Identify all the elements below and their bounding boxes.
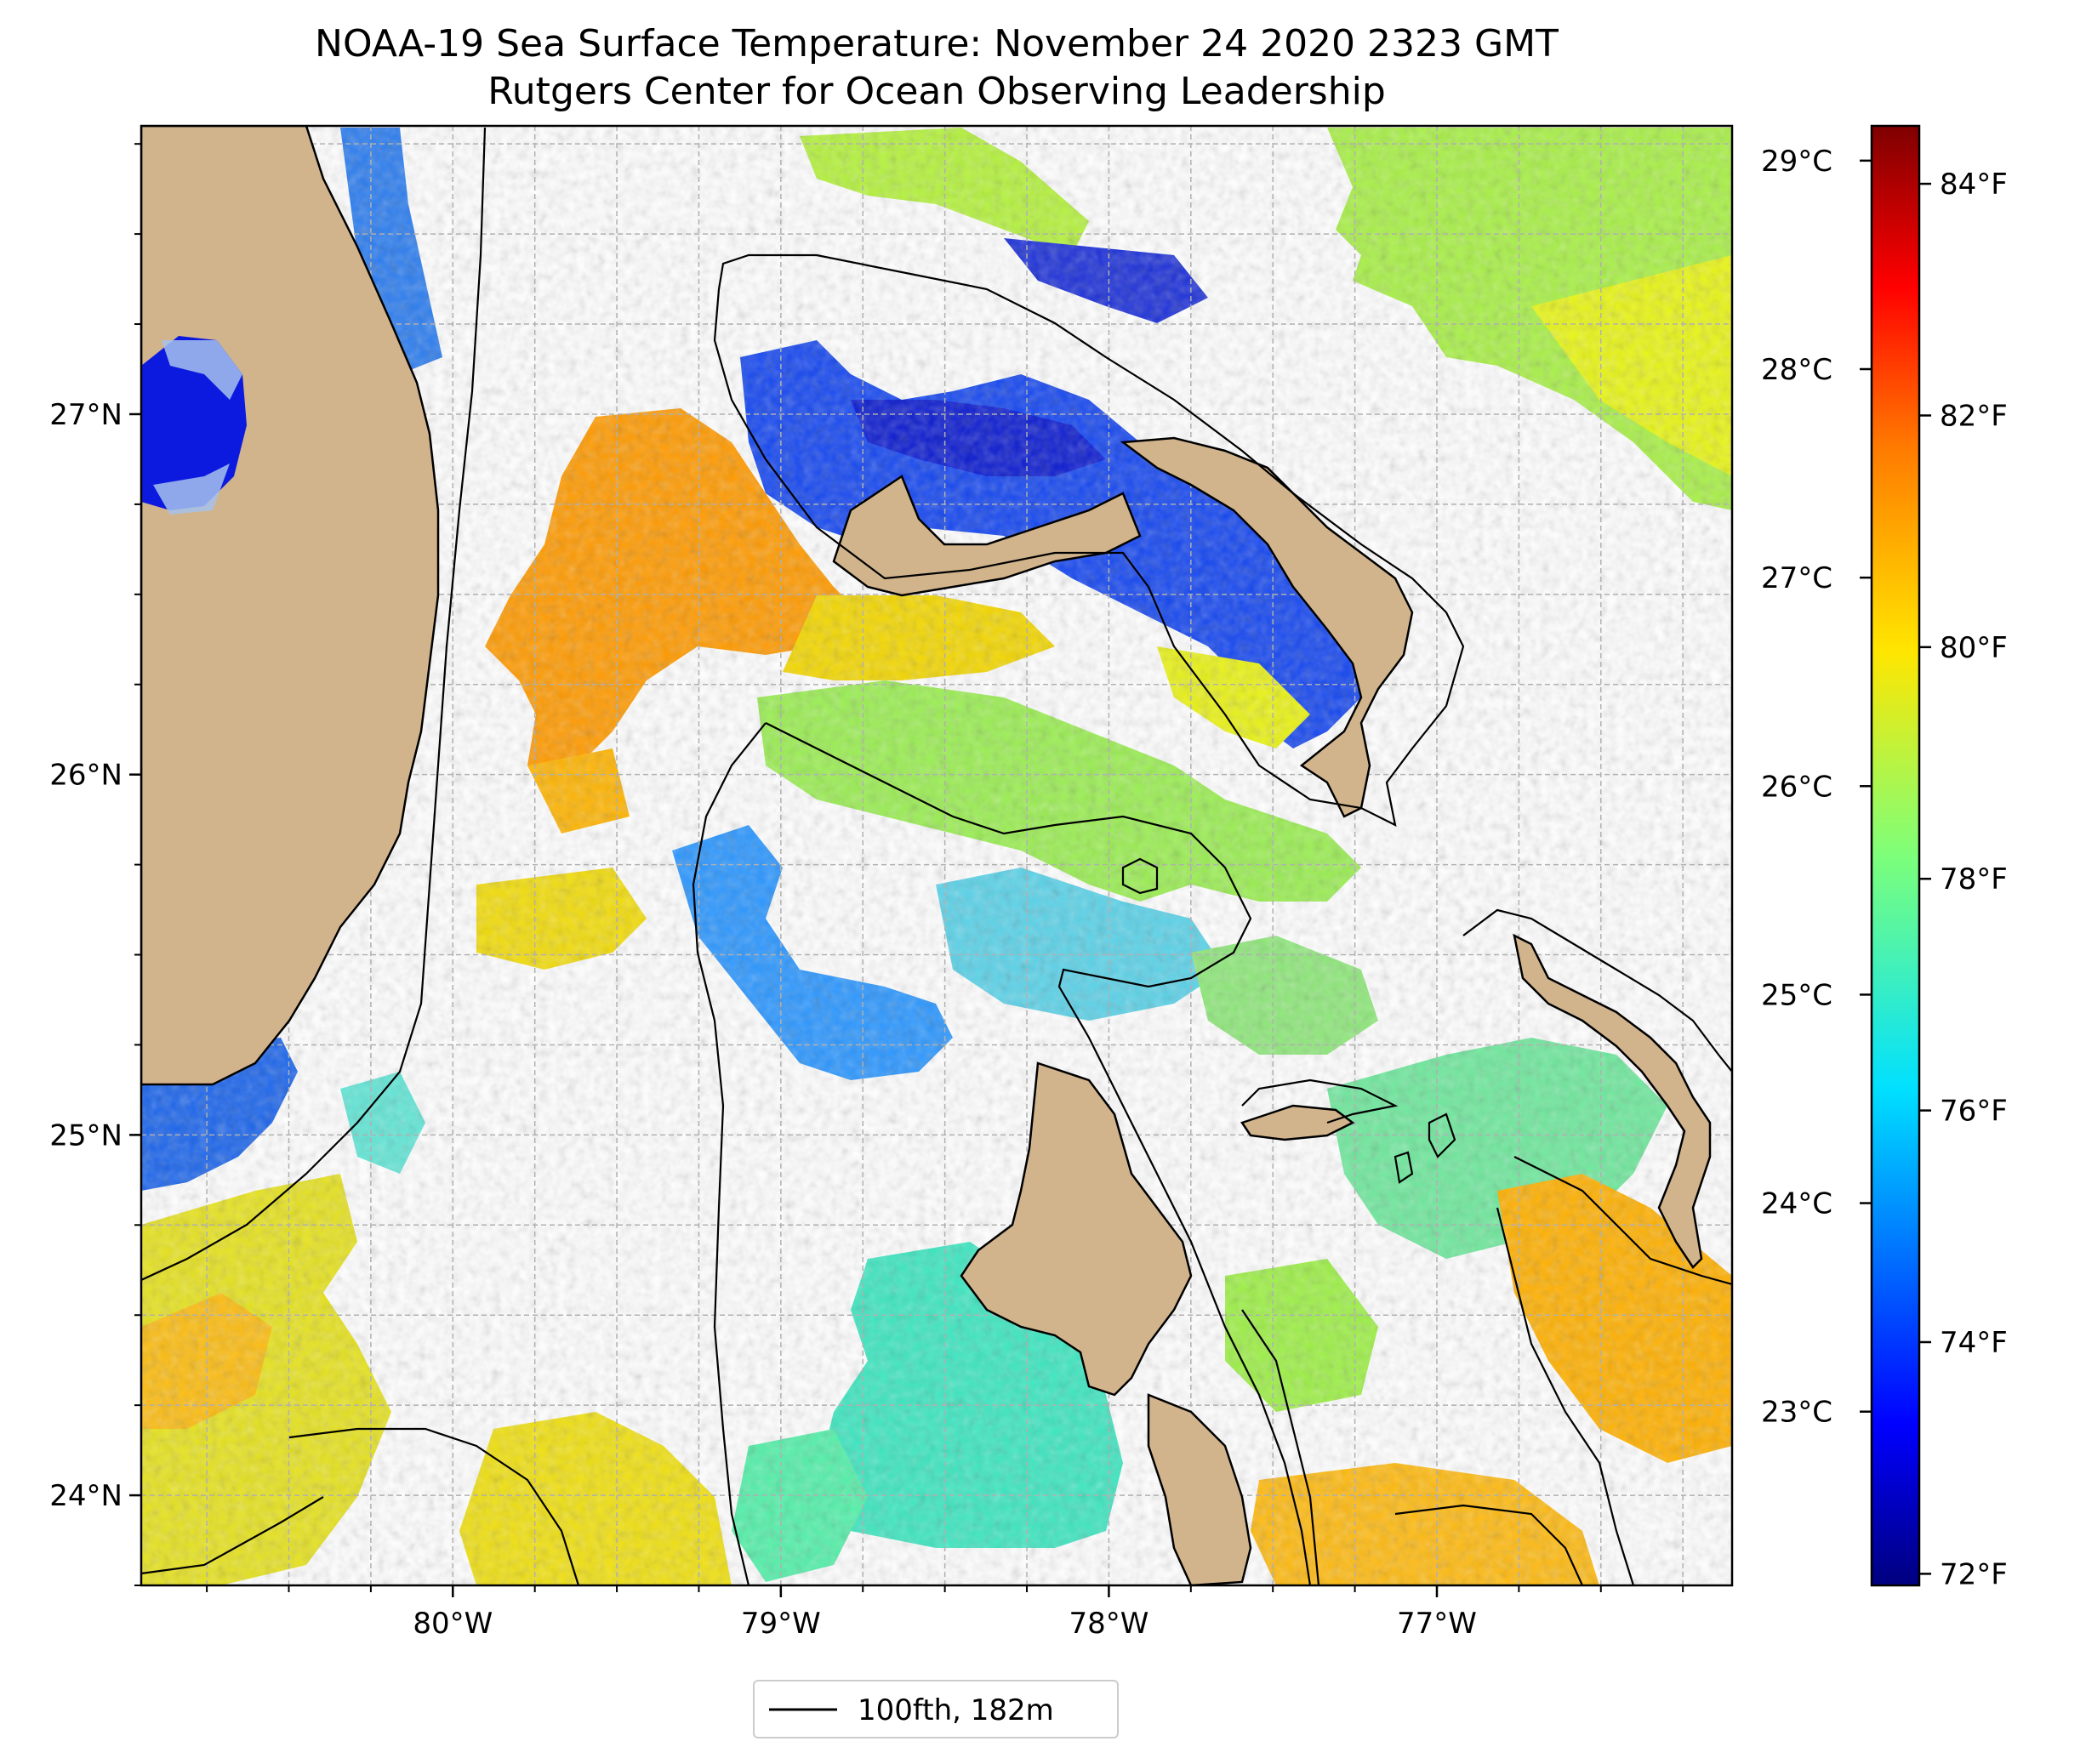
y-tick-label: 27°N	[49, 398, 123, 432]
x-axis: 80°W 79°W 78°W 77°W	[206, 1585, 1684, 1641]
colorbar-fahrenheit-ticks: 72°F 74°F 76°F 78°F 80°F 82°F 84°F	[1919, 168, 2008, 1591]
land-layer	[141, 126, 1712, 1585]
colorbar-f-label: 74°F	[1940, 1326, 2008, 1360]
map-title-line2: Rutgers Center for Ocean Observing Leade…	[487, 70, 1386, 113]
legend-box	[753, 1680, 1119, 1738]
land-new-providence	[1240, 1104, 1355, 1141]
colorbar-c-label: 23°C	[1761, 1396, 1832, 1430]
colorbar-c-label: 26°C	[1761, 770, 1832, 804]
y-tick-label: 24°N	[49, 1479, 123, 1513]
land-andros-south	[1147, 1393, 1252, 1585]
x-tick-label: 78°W	[1069, 1607, 1148, 1641]
sst-data-layer	[141, 126, 1732, 1585]
map-title-line1: NOAA-19 Sea Surface Temperature: Novembe…	[315, 22, 1559, 65]
map-panel	[140, 124, 1734, 1587]
colorbar-c-label: 24°C	[1761, 1187, 1832, 1221]
colorbar-celsius-ticks: 23°C 24°C 25°C 26°C 27°C 28°C 29°C	[1761, 145, 1872, 1430]
colorbar-f-label: 76°F	[1940, 1095, 2008, 1129]
colorbar-f-label: 80°F	[1940, 631, 2008, 665]
x-tick-label: 77°W	[1397, 1607, 1477, 1641]
colorbar-gradient	[1870, 124, 1921, 1587]
colorbar-c-label: 25°C	[1761, 978, 1832, 1012]
y-tick-label: 25°N	[49, 1118, 123, 1152]
colorbar-c-label: 28°C	[1761, 353, 1832, 387]
colorbar-f-label: 78°F	[1940, 862, 2008, 896]
lake-okeechobee-rim	[153, 340, 242, 515]
land-eleuthera	[1513, 933, 1712, 1269]
legend: 100fth, 182m	[753, 1680, 1119, 1738]
legend-label: 100fth, 182m	[858, 1693, 1054, 1727]
land-grand-bahama	[832, 475, 1142, 597]
y-tick-label: 26°N	[49, 759, 123, 793]
colorbar-f-label: 72°F	[1940, 1557, 2008, 1591]
contour-100fth	[141, 127, 1732, 1585]
y-axis: 24°N 25°N 26°N 27°N	[49, 143, 141, 1586]
colorbar: 72°F 74°F 76°F 78°F 80°F 82°F 84°F 23°C 24°C 25°…	[1761, 124, 2008, 1591]
colorbar-c-label: 29°C	[1761, 145, 1832, 179]
colorbar-f-label: 84°F	[1940, 168, 2008, 202]
colorbar-c-label: 27°C	[1761, 561, 1832, 595]
x-tick-label: 79°W	[741, 1607, 821, 1641]
colorbar-f-label: 82°F	[1940, 399, 2008, 433]
land-andros	[960, 1061, 1193, 1397]
x-tick-label: 80°W	[413, 1607, 493, 1641]
